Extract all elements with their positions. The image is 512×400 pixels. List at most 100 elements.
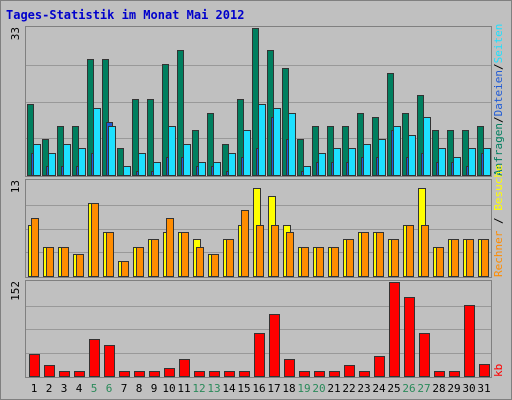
day-label: 10 (162, 382, 175, 395)
legend-dateien: Dateien (492, 70, 505, 116)
panel-anfragen-dateien-seiten: 33 Anfragen/Dateien/Seiten (9, 24, 505, 177)
bar-seiten (33, 144, 41, 176)
bar-rechner (226, 239, 234, 277)
panel-2-max-label: 13 (9, 180, 22, 193)
bar-anfragen (27, 104, 34, 176)
bar-kb (359, 371, 370, 377)
bar-kb (149, 371, 160, 377)
day-label: 27 (417, 382, 430, 395)
day-label: 23 (357, 382, 370, 395)
x-axis-day-labels: 1 2 3 4 5 6 7 8 9 10 11 12 13 14 15 16 17 18 19 20 21 22 23 24 2… (31, 382, 491, 395)
bar-rechner (166, 218, 174, 277)
day-label: 7 (121, 382, 128, 395)
bar-anfragen (102, 59, 109, 176)
bar-anfragen (252, 28, 259, 176)
bar-seiten (363, 144, 371, 176)
bar-seiten (48, 153, 56, 176)
bar-anfragen (387, 73, 394, 176)
day-label: 5 (91, 382, 98, 395)
bar-seiten (168, 126, 176, 176)
day-label: 13 (207, 382, 220, 395)
bar-rechner (151, 239, 159, 277)
day-label: 2 (46, 382, 53, 395)
legend-separator: / (492, 63, 505, 70)
panel-2-bars (28, 188, 489, 277)
bar-anfragen (312, 126, 319, 176)
bar-kb (344, 365, 355, 377)
bar-seiten (408, 135, 416, 176)
bar-anfragen (222, 144, 229, 176)
bar-seiten (333, 148, 341, 176)
bar-kb (209, 371, 220, 377)
bar-kb (44, 365, 55, 377)
bar-kb (89, 339, 100, 377)
bar-kb (134, 371, 145, 377)
legend-anfragen: Anfragen (492, 123, 505, 176)
day-label: 25 (387, 382, 400, 395)
bar-kb (254, 333, 265, 377)
bar-anfragen (447, 130, 454, 176)
bar-kb (404, 297, 415, 377)
bar-rechner (286, 232, 294, 277)
bar-seiten (318, 153, 326, 176)
day-label: 1 (31, 382, 38, 395)
bar-anfragen (147, 99, 154, 176)
bar-kb (224, 371, 235, 377)
bar-rechner (391, 239, 399, 277)
bar-kb (194, 371, 205, 377)
bar-kb (164, 368, 175, 377)
bar-rechner (451, 239, 459, 277)
day-label: 31 (477, 382, 490, 395)
bar-rechner (46, 247, 54, 277)
bar-kb (479, 364, 490, 377)
bar-seiten (483, 148, 491, 176)
bar-rechner (256, 225, 264, 277)
bar-seiten (258, 104, 266, 176)
bar-rechner (31, 218, 39, 277)
bar-rechner (121, 261, 129, 277)
day-label: 18 (282, 382, 295, 395)
day-label: 4 (76, 382, 83, 395)
bar-rechner (466, 239, 474, 277)
bar-rechner (316, 247, 324, 277)
day-label: 30 (462, 382, 475, 395)
bar-seiten (198, 162, 206, 176)
bar-rechner (196, 247, 204, 277)
bar-kb (419, 333, 430, 377)
bar-rechner (136, 247, 144, 277)
bar-kb (119, 371, 130, 377)
bar-kb (269, 314, 280, 377)
bar-rechner (376, 232, 384, 277)
bar-seiten (108, 126, 116, 176)
legend-separator: / (492, 116, 505, 123)
panel-1-max-label: 33 (9, 27, 22, 40)
bar-kb (239, 371, 250, 377)
day-label: 6 (106, 382, 113, 395)
bar-anfragen (162, 64, 169, 176)
day-label: 17 (267, 382, 280, 395)
bar-anfragen (177, 50, 184, 176)
day-label: 26 (402, 382, 415, 395)
day-label: 22 (342, 382, 355, 395)
day-label: 3 (61, 382, 68, 395)
bar-seiten (243, 130, 251, 176)
bar-rechner (421, 225, 429, 277)
panel-3-bars (29, 282, 490, 377)
day-label: 11 (177, 382, 190, 395)
legend-rechner: Rechner (492, 230, 505, 277)
bar-seiten (63, 144, 71, 176)
day-label: 19 (297, 382, 310, 395)
bar-kb (299, 371, 310, 377)
bar-seiten (288, 113, 296, 176)
day-label: 9 (151, 382, 158, 395)
bar-rechner (406, 225, 414, 277)
bar-anfragen (117, 148, 124, 176)
bar-seiten (438, 148, 446, 176)
bar-kb (59, 371, 70, 377)
bar-kb (74, 371, 85, 377)
bar-rechner (241, 210, 249, 277)
bar-kb (284, 359, 295, 377)
day-label: 16 (252, 382, 265, 395)
bar-rechner (481, 239, 489, 277)
bar-seiten (378, 139, 386, 176)
